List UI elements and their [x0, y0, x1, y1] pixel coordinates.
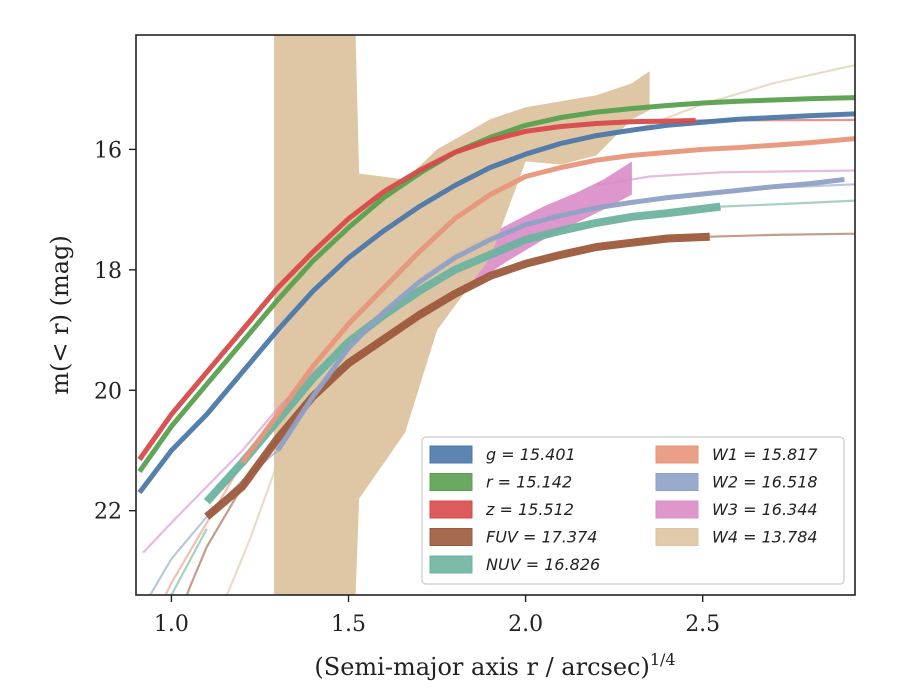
- legend-label-w3: W3 = 16.344: [712, 500, 818, 519]
- series-w4-ext2: [631, 64, 855, 133]
- legend-swatch-w3: [655, 500, 699, 519]
- x-tick-label: 2.5: [685, 612, 720, 637]
- y-tick-label: 16: [94, 138, 122, 163]
- series-nuv-ext2: [720, 199, 855, 208]
- y-tick-label: 20: [94, 379, 122, 404]
- legend-label-z: z = 15.512: [485, 500, 574, 519]
- series-fuv-line: [204, 232, 710, 520]
- legend-swatch-g: [429, 445, 473, 464]
- legend-label-r: r = 15.142: [486, 473, 572, 492]
- series-w1-ext: [164, 461, 244, 595]
- axes: 1.0 1.5 2.0 2.5 16 18 20 22: [94, 138, 720, 637]
- series-r-line: [137, 95, 855, 474]
- series-w3-ext2: [596, 169, 855, 187]
- legend: g = 15.401 r = 15.142 z = 15.512 FUV = 17.3…: [421, 436, 845, 585]
- x-tick-label: 1.0: [154, 612, 189, 637]
- x-tick-label: 2.0: [508, 612, 543, 637]
- legend-swatch-w1: [655, 445, 699, 464]
- series-z-line: [137, 118, 696, 461]
- legend-label-fuv: FUV = 17.374: [486, 528, 597, 547]
- series-w1-line: [240, 136, 855, 464]
- legend-label-w4: W4 = 13.784: [712, 528, 818, 547]
- series-fuv-ext2: [709, 232, 855, 238]
- legend-box: [421, 436, 845, 585]
- x-axis-title: (Semi-major axis r / arcsec)1/4: [314, 650, 675, 681]
- legend-swatch-fuv: [429, 528, 473, 546]
- y-tick-label: 22: [94, 500, 122, 525]
- legend-swatch-nuv: [429, 555, 473, 574]
- legend-swatch-z: [429, 500, 473, 519]
- legend-label-w1: W1 = 15.817: [712, 445, 818, 464]
- legend-swatch-r: [429, 473, 473, 491]
- plot-area: [137, 35, 855, 595]
- legend-label-nuv: NUV = 16.826: [486, 555, 600, 574]
- x-tick-label: 1.5: [331, 612, 366, 637]
- legend-swatch-w2: [655, 473, 699, 491]
- series-nuv-line: [203, 202, 721, 505]
- legend-label-g: g = 15.401: [486, 445, 576, 464]
- y-tick-label: 18: [94, 259, 122, 284]
- plot-frame: [135, 34, 856, 596]
- y-axis-title: m(< r) (mag): [46, 235, 74, 394]
- legend-swatch-w4: [655, 528, 699, 546]
- series-w2-line: [275, 177, 845, 452]
- band-w4: [274, 35, 650, 595]
- legend-label-w2: W2 = 16.518: [712, 473, 818, 492]
- series-nuv-ext: [170, 528, 208, 595]
- series-g-line: [137, 111, 855, 495]
